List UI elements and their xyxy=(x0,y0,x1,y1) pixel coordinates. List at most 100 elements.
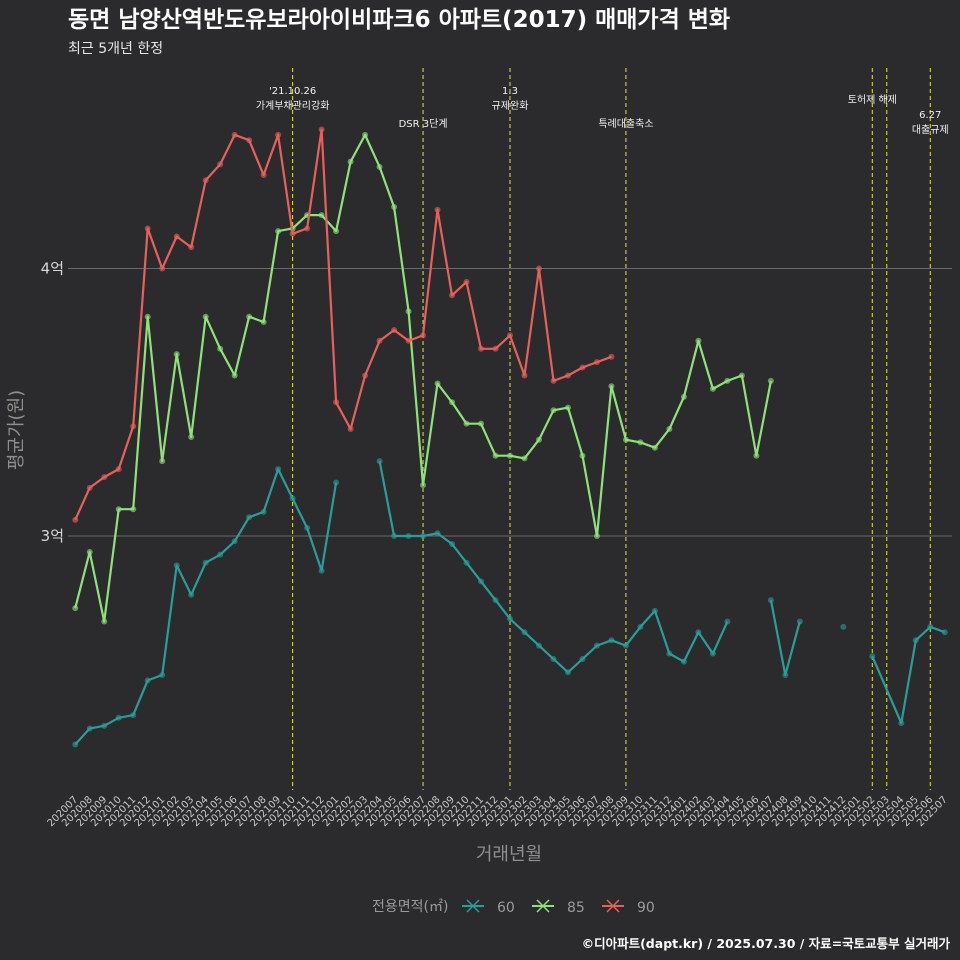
data-point-60 xyxy=(608,637,615,644)
event-label: 규제완화 xyxy=(492,100,529,112)
data-point-90 xyxy=(289,230,296,237)
chart-title: 동면 남양산역반도유보라아이비파크6 아파트(2017) 매매가격 변화 xyxy=(68,7,730,33)
data-point-85 xyxy=(159,458,166,465)
data-point-60 xyxy=(782,672,789,679)
data-point-60 xyxy=(333,479,340,486)
legend-key-cross xyxy=(606,899,620,913)
legend: 전용면적(㎡) 60 85 90 xyxy=(372,899,655,916)
data-point-85 xyxy=(478,420,485,427)
data-point-60 xyxy=(115,714,122,721)
data-point-60 xyxy=(521,629,528,636)
data-point-60 xyxy=(709,650,716,657)
data-point-90 xyxy=(72,516,79,523)
data-point-90 xyxy=(86,484,93,491)
data-point-60 xyxy=(202,559,209,566)
data-point-90 xyxy=(535,265,542,272)
data-point-85 xyxy=(101,618,108,625)
data-point-60 xyxy=(376,458,383,465)
data-point-85 xyxy=(347,158,354,165)
data-point-60 xyxy=(478,578,485,585)
data-point-85 xyxy=(144,313,151,320)
data-point-60 xyxy=(680,658,687,665)
data-point-85 xyxy=(535,436,542,443)
data-point-60 xyxy=(72,741,79,748)
data-point-90 xyxy=(173,233,180,240)
legend-items: 60 85 90 xyxy=(462,899,655,916)
data-point-60 xyxy=(86,725,93,732)
data-point-85 xyxy=(738,372,745,379)
data-point-90 xyxy=(188,244,195,251)
data-point-85 xyxy=(434,380,441,387)
data-point-90 xyxy=(492,345,499,352)
data-point-85 xyxy=(391,204,398,211)
grid-lines xyxy=(68,268,952,537)
series-lines xyxy=(72,126,948,748)
data-point-60 xyxy=(449,540,456,547)
data-point-90 xyxy=(608,353,615,360)
data-point-85 xyxy=(637,439,644,446)
event-label: 토허제 해제 xyxy=(848,93,897,106)
data-point-85 xyxy=(666,426,673,432)
y-tick-label: 4억 xyxy=(41,260,64,278)
data-point-85 xyxy=(608,383,615,390)
data-point-90 xyxy=(478,345,485,352)
data-point-90 xyxy=(521,372,528,379)
data-point-60 xyxy=(289,495,296,502)
data-point-60 xyxy=(724,618,731,625)
data-point-90 xyxy=(579,364,586,371)
data-point-60 xyxy=(666,650,673,657)
data-point-85 xyxy=(680,393,687,400)
data-point-90 xyxy=(405,337,412,344)
data-point-60 xyxy=(304,524,311,531)
data-point-90 xyxy=(260,171,267,178)
data-point-60 xyxy=(434,530,441,537)
data-point-60 xyxy=(637,623,644,630)
data-point-90 xyxy=(231,131,238,138)
data-point-60 xyxy=(318,567,325,574)
legend-label: 60 xyxy=(497,900,515,916)
data-point-85 xyxy=(521,455,528,462)
data-point-85 xyxy=(333,228,340,235)
data-point-60 xyxy=(695,629,702,636)
data-point-85 xyxy=(651,444,658,451)
data-point-90 xyxy=(347,426,354,432)
data-point-60 xyxy=(593,642,600,649)
event-lines xyxy=(292,68,931,790)
data-point-60 xyxy=(579,655,586,662)
data-point-85 xyxy=(231,372,238,379)
data-point-60 xyxy=(420,532,427,539)
data-point-90 xyxy=(115,466,122,473)
event-label: DSR 3단계 xyxy=(399,118,448,130)
data-point-85 xyxy=(246,313,253,320)
x-axis-title: 거래년월 xyxy=(476,844,542,865)
data-point-90 xyxy=(130,423,137,430)
data-point-85 xyxy=(593,532,600,539)
event-label: '21.10.26 xyxy=(269,86,316,97)
data-point-90 xyxy=(391,327,398,334)
data-point-85 xyxy=(188,434,195,441)
event-label: 특례대출축소 xyxy=(598,118,653,130)
data-point-60 xyxy=(130,712,137,719)
data-point-90 xyxy=(376,337,383,344)
data-point-60 xyxy=(246,514,253,521)
event-label: 대출규제 xyxy=(912,124,949,136)
data-point-60 xyxy=(507,615,513,622)
data-point-90 xyxy=(275,131,282,138)
y-tick-label: 3억 xyxy=(41,527,64,545)
data-point-90 xyxy=(507,332,513,339)
data-point-60 xyxy=(173,562,180,569)
chart-subtitle: 최근 5개년 한정 xyxy=(68,41,163,57)
data-point-60 xyxy=(275,466,282,473)
data-point-85 xyxy=(724,377,731,384)
data-point-85 xyxy=(362,131,369,138)
data-point-60 xyxy=(391,532,398,539)
legend-title: 전용면적(㎡) xyxy=(372,899,448,915)
legend-key-cross xyxy=(536,899,550,913)
data-point-90 xyxy=(144,225,151,232)
data-point-90 xyxy=(217,161,224,168)
data-point-60 xyxy=(941,629,948,636)
y-axis-ticks: 3억 4억 xyxy=(41,260,64,545)
data-point-60 xyxy=(767,597,774,604)
data-point-90 xyxy=(564,372,571,379)
data-point-60 xyxy=(463,559,470,566)
